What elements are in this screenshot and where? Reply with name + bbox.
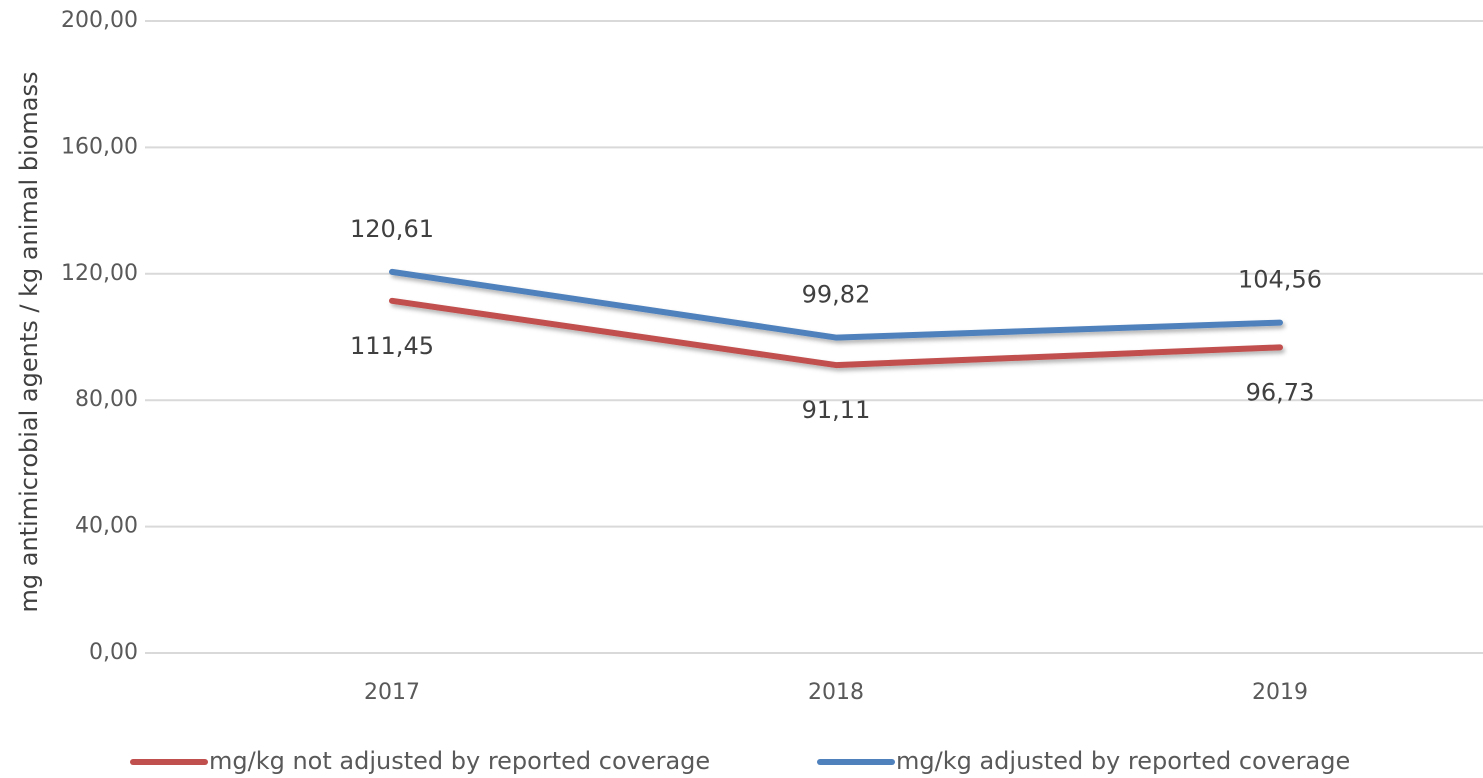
series-line xyxy=(389,297,1283,369)
x-tick-label: 2019 xyxy=(1252,680,1308,705)
y-axis-title: mg antimicrobial agents / kg animal biom… xyxy=(15,72,43,613)
data-label: 91,11 xyxy=(802,396,871,424)
data-label: 120,61 xyxy=(350,215,434,243)
data-label: 104,56 xyxy=(1238,266,1322,294)
y-tick-label: 80,00 xyxy=(75,387,138,412)
data-label: 99,82 xyxy=(802,281,871,309)
legend-label: mg/kg adjusted by reported coverage xyxy=(896,747,1350,775)
y-tick-label: 0,00 xyxy=(89,640,138,665)
series-line xyxy=(389,268,1283,341)
y-tick-label: 160,00 xyxy=(61,134,138,159)
y-tick-label: 40,00 xyxy=(75,514,138,539)
y-tick-label: 200,00 xyxy=(61,8,138,33)
data-label: 96,73 xyxy=(1246,378,1315,406)
data-label: 111,45 xyxy=(350,332,434,360)
y-tick-label: 120,00 xyxy=(61,261,138,286)
x-tick-label: 2018 xyxy=(808,680,864,705)
x-tick-label: 2017 xyxy=(364,680,420,705)
legend-label: mg/kg not adjusted by reported coverage xyxy=(209,747,710,775)
